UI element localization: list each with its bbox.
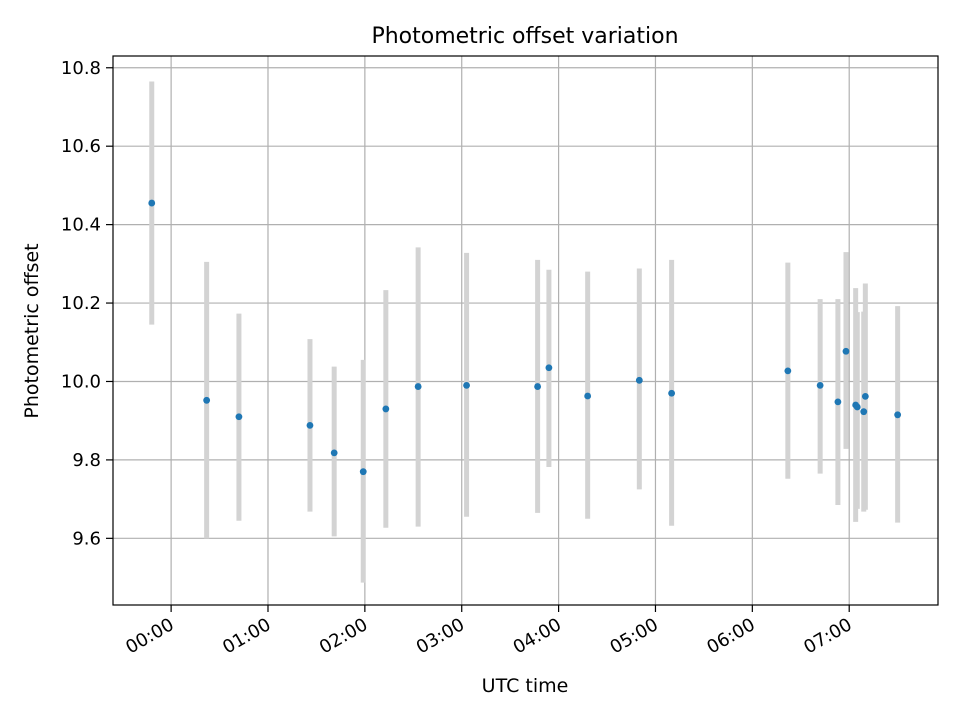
data-point: [584, 392, 592, 400]
data-point: [382, 405, 390, 413]
y-tick-label: 10.8: [61, 58, 101, 79]
x-axis-label: UTC time: [482, 675, 569, 697]
y-axis-ticks: 9.6 9.8 10.0 10.2 10.4 10.6 10.8: [61, 58, 113, 549]
data-point: [359, 468, 367, 476]
data-point: [894, 411, 902, 419]
y-tick-label: 10.2: [61, 293, 101, 314]
data-point: [784, 367, 792, 375]
data-point: [235, 413, 243, 421]
data-point: [414, 383, 422, 390]
y-tick-label: 9.8: [72, 450, 101, 471]
data-point: [306, 421, 314, 429]
data-point: [148, 199, 156, 207]
plot-frame: [112, 55, 939, 606]
data-point: [463, 382, 470, 389]
data-point: [534, 383, 542, 390]
y-tick-label: 10.6: [61, 136, 101, 157]
data-point: [545, 364, 553, 372]
data-point: [834, 398, 842, 406]
data-point: [853, 403, 861, 411]
data-point: [842, 347, 850, 355]
data-point: [861, 392, 869, 400]
data-point: [203, 396, 211, 404]
data-point: [668, 389, 676, 397]
grid-lines: [113, 56, 938, 605]
data-point: [330, 449, 338, 457]
data-point: [816, 382, 824, 389]
data-point: [635, 376, 643, 384]
y-tick-label: 10.4: [61, 215, 101, 236]
data-points: [148, 199, 902, 476]
y-tick-label: 9.6: [72, 528, 101, 549]
y-tick-label: 10.0: [61, 371, 101, 392]
chart-title: Photometric offset variation: [371, 24, 678, 49]
y-axis-label: Photometric offset: [21, 243, 43, 418]
data-point: [860, 408, 868, 416]
